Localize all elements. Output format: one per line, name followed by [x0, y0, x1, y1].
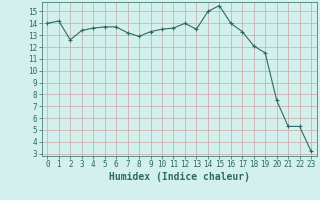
X-axis label: Humidex (Indice chaleur): Humidex (Indice chaleur) — [109, 172, 250, 182]
